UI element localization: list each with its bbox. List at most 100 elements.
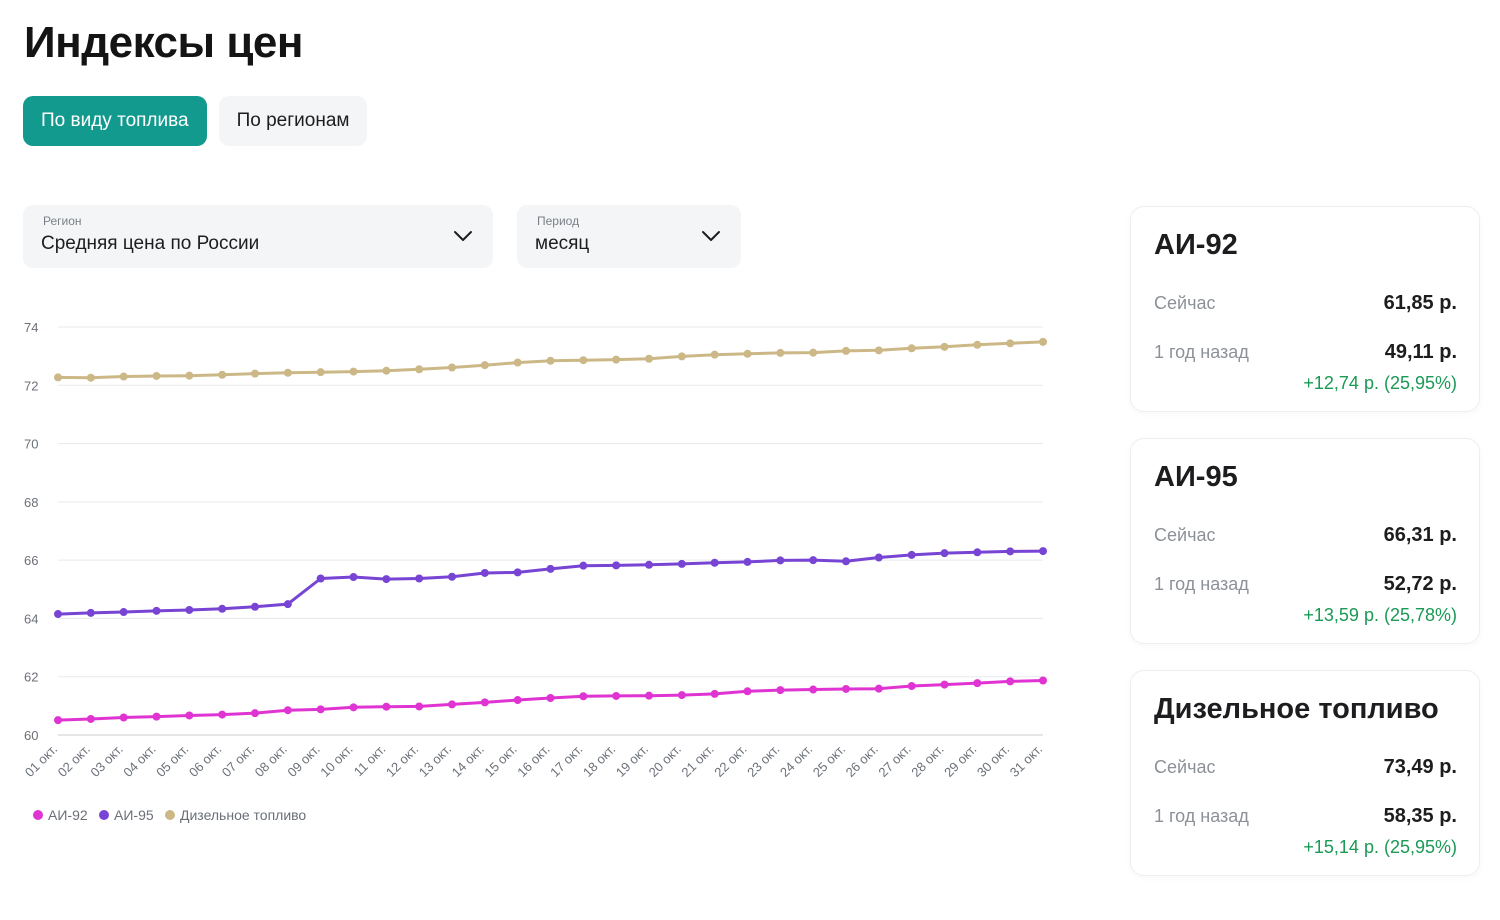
y-tick-label: 60 bbox=[24, 728, 38, 743]
data-point bbox=[677, 691, 686, 700]
data-point bbox=[119, 713, 128, 722]
data-point bbox=[809, 685, 818, 694]
x-tick-label: 11 окт. bbox=[351, 742, 389, 780]
x-tick-label: 22 окт. bbox=[711, 742, 749, 780]
current-price-value: 66,31 р. bbox=[1383, 524, 1457, 546]
data-point bbox=[645, 560, 653, 569]
x-tick-label: 17 окт. bbox=[547, 742, 585, 780]
tab-by-fuel-type[interactable]: По виду топлива bbox=[23, 96, 207, 146]
x-tick-label: 13 окт. bbox=[416, 742, 454, 780]
x-tick-label: 01 окт. bbox=[22, 742, 60, 780]
data-point bbox=[1006, 547, 1015, 556]
data-point bbox=[415, 702, 424, 711]
data-point bbox=[415, 574, 424, 583]
period-select-label: Период bbox=[537, 214, 580, 228]
data-point bbox=[480, 568, 489, 577]
data-point bbox=[907, 344, 916, 353]
data-point bbox=[283, 600, 292, 609]
y-tick-label: 62 bbox=[24, 670, 38, 685]
data-point bbox=[218, 710, 227, 719]
x-tick-label: 21 окт. bbox=[678, 742, 716, 780]
y-tick-label: 66 bbox=[24, 553, 38, 568]
legend-marker bbox=[33, 810, 43, 820]
x-tick-label: 25 окт. bbox=[810, 742, 848, 780]
x-tick-label: 27 окт. bbox=[875, 742, 913, 780]
region-select-value: Средняя цена по России bbox=[41, 233, 260, 254]
data-point bbox=[1039, 676, 1047, 685]
data-point bbox=[874, 684, 883, 693]
data-point bbox=[54, 716, 62, 725]
data-point bbox=[776, 348, 785, 357]
chevron-down-icon bbox=[454, 231, 472, 241]
data-point bbox=[677, 352, 686, 361]
data-point bbox=[776, 556, 785, 565]
x-tick-label: 10 окт. bbox=[317, 742, 355, 780]
data-point bbox=[710, 689, 719, 698]
data-point bbox=[1006, 339, 1015, 348]
year-ago-value: 58,35 р. bbox=[1383, 805, 1457, 827]
data-point bbox=[54, 373, 62, 382]
data-point bbox=[283, 368, 292, 377]
data-point bbox=[54, 610, 62, 619]
data-point bbox=[743, 557, 752, 566]
x-tick-label: 19 окт. bbox=[613, 742, 651, 780]
data-point bbox=[448, 363, 456, 372]
view-tabs: По виду топлива По регионам bbox=[23, 96, 368, 146]
data-point bbox=[86, 714, 95, 723]
data-point bbox=[382, 575, 391, 584]
period-select-value: месяц bbox=[535, 233, 590, 254]
fuel-card-ai92: АИ-92 Сейчас 61,85 р. 1 год назад 49,11 р.… bbox=[1130, 206, 1480, 412]
data-point bbox=[973, 679, 982, 688]
data-point bbox=[546, 356, 555, 365]
fuel-card-title: АИ-92 bbox=[1154, 229, 1238, 261]
x-tick-label: 14 окт. bbox=[449, 742, 487, 780]
x-tick-label: 12 окт. bbox=[383, 742, 421, 780]
x-tick-label: 29 окт. bbox=[941, 742, 979, 780]
data-point bbox=[152, 606, 161, 615]
x-tick-label: 02 окт. bbox=[55, 742, 93, 780]
data-point bbox=[874, 553, 883, 562]
current-price-value: 61,85 р. bbox=[1383, 292, 1457, 314]
data-point bbox=[842, 557, 850, 566]
period-select[interactable]: Период месяц bbox=[517, 205, 741, 268]
data-point bbox=[185, 605, 194, 614]
data-point bbox=[546, 564, 555, 573]
year-ago-label: 1 год назад bbox=[1154, 574, 1249, 594]
data-point bbox=[185, 371, 194, 380]
data-point bbox=[710, 558, 719, 567]
price-change: +12,74 р. (25,95%) bbox=[1303, 373, 1457, 393]
x-tick-label: 04 окт. bbox=[120, 742, 158, 780]
data-point bbox=[940, 342, 949, 351]
x-tick-label: 08 окт. bbox=[252, 742, 290, 780]
data-point bbox=[251, 602, 259, 611]
page-title: Индексы цен bbox=[24, 18, 303, 67]
data-point bbox=[448, 700, 456, 709]
x-tick-label: 06 окт. bbox=[186, 742, 224, 780]
fuel-card-ai95: АИ-95 Сейчас 66,31 р. 1 год назад 52,72 р.… bbox=[1130, 438, 1480, 644]
data-point bbox=[513, 358, 522, 367]
fuel-card-diesel: Дизельное топливо Сейчас 73,49 р. 1 год н… bbox=[1130, 670, 1480, 876]
data-point bbox=[973, 548, 982, 557]
data-point bbox=[1006, 677, 1015, 686]
data-point bbox=[513, 696, 522, 705]
data-point bbox=[382, 702, 391, 711]
x-tick-label: 24 окт. bbox=[777, 742, 815, 780]
x-tick-label: 07 окт. bbox=[219, 742, 257, 780]
data-point bbox=[119, 372, 128, 381]
legend-label: АИ-95 bbox=[114, 807, 154, 823]
data-point bbox=[710, 350, 719, 359]
x-tick-label: 15 окт. bbox=[481, 742, 519, 780]
y-tick-label: 68 bbox=[24, 495, 38, 510]
price-change: +15,14 р. (25,95%) bbox=[1303, 837, 1457, 857]
data-point bbox=[251, 709, 259, 718]
data-point bbox=[1039, 547, 1047, 556]
y-tick-label: 64 bbox=[24, 611, 38, 626]
data-point bbox=[809, 556, 818, 565]
y-tick-label: 72 bbox=[24, 378, 38, 393]
region-select[interactable]: Регион Средняя цена по России bbox=[23, 205, 493, 268]
data-point bbox=[907, 550, 916, 559]
data-point bbox=[218, 604, 227, 613]
data-point bbox=[743, 687, 752, 696]
current-price-label: Сейчас bbox=[1154, 757, 1216, 777]
tab-by-regions[interactable]: По регионам bbox=[218, 96, 368, 146]
